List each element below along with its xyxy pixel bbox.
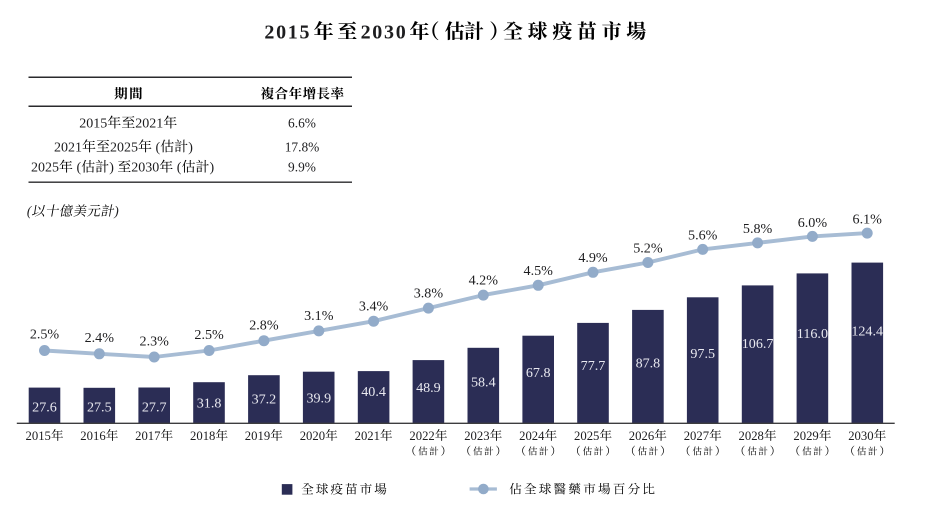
svg-text:4.5%: 4.5% xyxy=(524,263,554,279)
svg-text:2.4%: 2.4% xyxy=(85,330,115,346)
svg-text:2025: 2025 xyxy=(574,429,599,443)
svg-text:2017: 2017 xyxy=(135,429,160,443)
svg-text:2026: 2026 xyxy=(629,429,654,443)
svg-text:37.2: 37.2 xyxy=(252,392,277,408)
svg-text:3.1%: 3.1% xyxy=(304,308,334,324)
svg-text:2025: 2025 xyxy=(110,140,138,155)
svg-text:2021: 2021 xyxy=(54,140,82,155)
svg-text:2015: 2015 xyxy=(79,117,107,132)
svg-text:2.5%: 2.5% xyxy=(194,327,224,343)
svg-text:39.9: 39.9 xyxy=(306,391,331,407)
svg-text:2030: 2030 xyxy=(361,21,408,43)
svg-text:2030: 2030 xyxy=(131,161,159,176)
svg-text:6.1%: 6.1% xyxy=(853,212,883,228)
svg-text:27.6: 27.6 xyxy=(32,400,57,416)
svg-text:9.9%: 9.9% xyxy=(288,160,316,175)
svg-text:2025: 2025 xyxy=(31,161,59,176)
svg-text:(: ( xyxy=(156,140,161,155)
svg-text:2022: 2022 xyxy=(409,429,434,443)
svg-text:2.3%: 2.3% xyxy=(140,334,170,350)
svg-text:124.4: 124.4 xyxy=(851,323,883,339)
svg-text:17.8%: 17.8% xyxy=(285,139,320,154)
svg-text:(: ( xyxy=(77,161,82,176)
svg-text:4.2%: 4.2% xyxy=(469,273,499,289)
svg-text:48.9: 48.9 xyxy=(416,380,441,396)
svg-text:2015: 2015 xyxy=(264,21,311,43)
svg-text:2015: 2015 xyxy=(26,429,51,443)
svg-text:2016: 2016 xyxy=(80,429,105,443)
svg-text:2021: 2021 xyxy=(355,429,380,443)
svg-text:97.5: 97.5 xyxy=(690,346,715,362)
svg-text:2021: 2021 xyxy=(135,117,163,132)
svg-text:2027: 2027 xyxy=(684,429,709,443)
svg-text:116.0: 116.0 xyxy=(797,326,828,342)
svg-text:2024: 2024 xyxy=(519,429,545,443)
svg-text:106.7: 106.7 xyxy=(742,336,774,352)
svg-text:3.4%: 3.4% xyxy=(359,298,389,314)
svg-text:2.8%: 2.8% xyxy=(249,318,279,334)
svg-text:77.7: 77.7 xyxy=(581,358,606,374)
svg-text:87.8: 87.8 xyxy=(636,355,661,371)
svg-text:58.4: 58.4 xyxy=(471,375,496,391)
svg-text:31.8: 31.8 xyxy=(197,396,222,412)
svg-text:6.0%: 6.0% xyxy=(798,215,828,231)
svg-text:5.8%: 5.8% xyxy=(743,221,773,237)
svg-text:27.7: 27.7 xyxy=(142,400,167,416)
svg-text:(: ( xyxy=(177,161,182,176)
svg-text:6.6%: 6.6% xyxy=(288,116,316,131)
svg-text:2029: 2029 xyxy=(793,429,818,443)
svg-text:5.6%: 5.6% xyxy=(688,228,718,244)
svg-text:(: ( xyxy=(27,204,33,219)
svg-text:40.4: 40.4 xyxy=(361,384,386,400)
svg-text:27.5: 27.5 xyxy=(87,400,112,416)
svg-text:2030: 2030 xyxy=(848,429,873,443)
svg-text:2028: 2028 xyxy=(739,429,764,443)
svg-text:): ) xyxy=(210,161,215,176)
svg-text:2020: 2020 xyxy=(300,429,325,443)
svg-text:4.9%: 4.9% xyxy=(578,250,608,266)
svg-text:): ) xyxy=(113,204,119,219)
svg-text:2019: 2019 xyxy=(245,429,270,443)
svg-text:5.2%: 5.2% xyxy=(633,240,663,256)
svg-text:67.8: 67.8 xyxy=(526,365,551,381)
svg-text:3.8%: 3.8% xyxy=(414,285,444,301)
svg-text:): ) xyxy=(109,161,114,176)
svg-text:): ) xyxy=(188,140,193,155)
svg-text:2018: 2018 xyxy=(190,429,215,443)
svg-text:2.5%: 2.5% xyxy=(30,327,60,343)
svg-text:2023: 2023 xyxy=(464,429,489,443)
